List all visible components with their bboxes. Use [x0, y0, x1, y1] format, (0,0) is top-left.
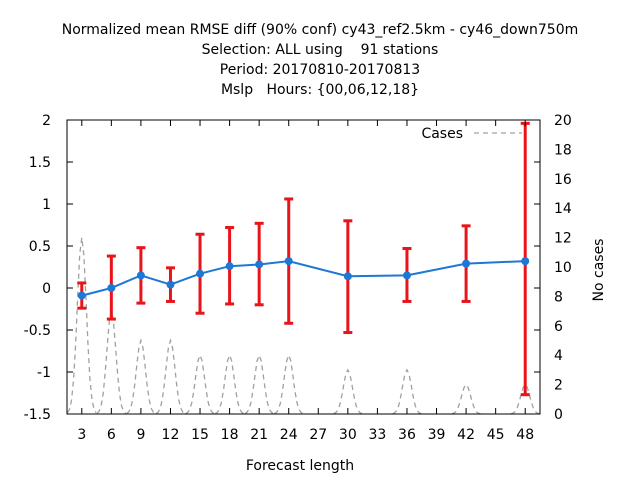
- y-tick-label: -1.5: [24, 407, 51, 423]
- x-tick-label: 42: [457, 427, 475, 443]
- x-tick-label: 33: [368, 427, 386, 443]
- cases-peak: [126, 338, 156, 415]
- mean-point: [166, 280, 175, 289]
- mean-point: [343, 272, 352, 281]
- cases-peak: [333, 368, 363, 415]
- mean-point: [521, 257, 530, 266]
- y-tick-label: 0: [42, 281, 51, 297]
- x-tick-label: 27: [309, 427, 327, 443]
- mean-point: [196, 269, 205, 278]
- x-axis-label: Forecast length: [246, 458, 354, 474]
- x-tick-label: 9: [136, 427, 145, 443]
- y2-axis-label: No cases: [591, 239, 607, 302]
- y2-tick-label: 16: [554, 172, 572, 188]
- mean-point: [225, 262, 234, 271]
- y-tick-label: -0.5: [24, 323, 51, 339]
- cases-layer: [66, 237, 540, 415]
- mean-point: [136, 271, 145, 280]
- mean-line-layer: [77, 257, 530, 300]
- legend-label-cases: Cases: [421, 126, 463, 142]
- x-tick-label: 21: [250, 427, 268, 443]
- error-bars: [77, 121, 530, 397]
- cases-peak: [392, 368, 422, 415]
- legend: Cases: [421, 126, 522, 142]
- y-tick-label: 0.5: [29, 239, 51, 255]
- y2-tick-label: 12: [554, 231, 572, 247]
- y2-tick-label: 0: [554, 407, 563, 423]
- x-tick-label: 48: [516, 427, 534, 443]
- x-tick-label: 24: [280, 427, 298, 443]
- cases-peak: [96, 310, 127, 414]
- x-tick-label: 39: [428, 427, 446, 443]
- y2-tick-label: 10: [554, 260, 572, 276]
- x-tick-label: 30: [339, 427, 357, 443]
- axes: [66, 119, 541, 415]
- y-tick-label: 2: [42, 113, 51, 129]
- mean-point: [77, 291, 86, 300]
- y-tick-label: 1: [42, 197, 51, 213]
- plot-frame: [66, 119, 541, 415]
- y2-tick-label: 20: [554, 113, 572, 129]
- mean-point: [462, 259, 471, 268]
- y-tick-label: -1: [37, 365, 51, 381]
- mean-point: [402, 271, 411, 280]
- x-tick-label: 3: [77, 427, 86, 443]
- cases-peak: [155, 338, 186, 415]
- parameter-subtitle: Mslp Hours: {00,06,12,18}: [220, 82, 420, 98]
- y2-tick-label: 14: [554, 201, 572, 217]
- cases-peak: [214, 353, 245, 415]
- mean-line: [81, 260, 526, 297]
- y2-tick-label: 2: [554, 378, 563, 394]
- cases-peak: [244, 353, 274, 415]
- y2-tick-label: 18: [554, 142, 572, 158]
- y-tick-label: 1.5: [29, 155, 51, 171]
- cases-peak: [185, 353, 215, 415]
- y2-tick-label: 4: [554, 348, 563, 364]
- chart-title: Normalized mean RMSE diff (90% conf) cy4…: [61, 22, 579, 38]
- selection-subtitle: Selection: ALL using 91 stations: [201, 42, 439, 58]
- x-tick-label: 6: [107, 427, 116, 443]
- cases-peak: [274, 353, 304, 415]
- x-tick-label: 45: [487, 427, 505, 443]
- mean-point: [107, 284, 116, 292]
- y2-tick-label: 6: [554, 319, 563, 335]
- mean-point: [255, 260, 264, 269]
- x-tick-label: 15: [191, 427, 209, 443]
- mean-point: [284, 257, 293, 266]
- x-tick-label: 18: [221, 427, 239, 443]
- x-tick-label: 12: [162, 427, 180, 443]
- period-subtitle: Period: 20170810-20170813: [219, 62, 421, 78]
- x-tick-label: 36: [398, 427, 416, 443]
- y2-tick-label: 8: [554, 289, 563, 305]
- cases-peak: [66, 237, 97, 414]
